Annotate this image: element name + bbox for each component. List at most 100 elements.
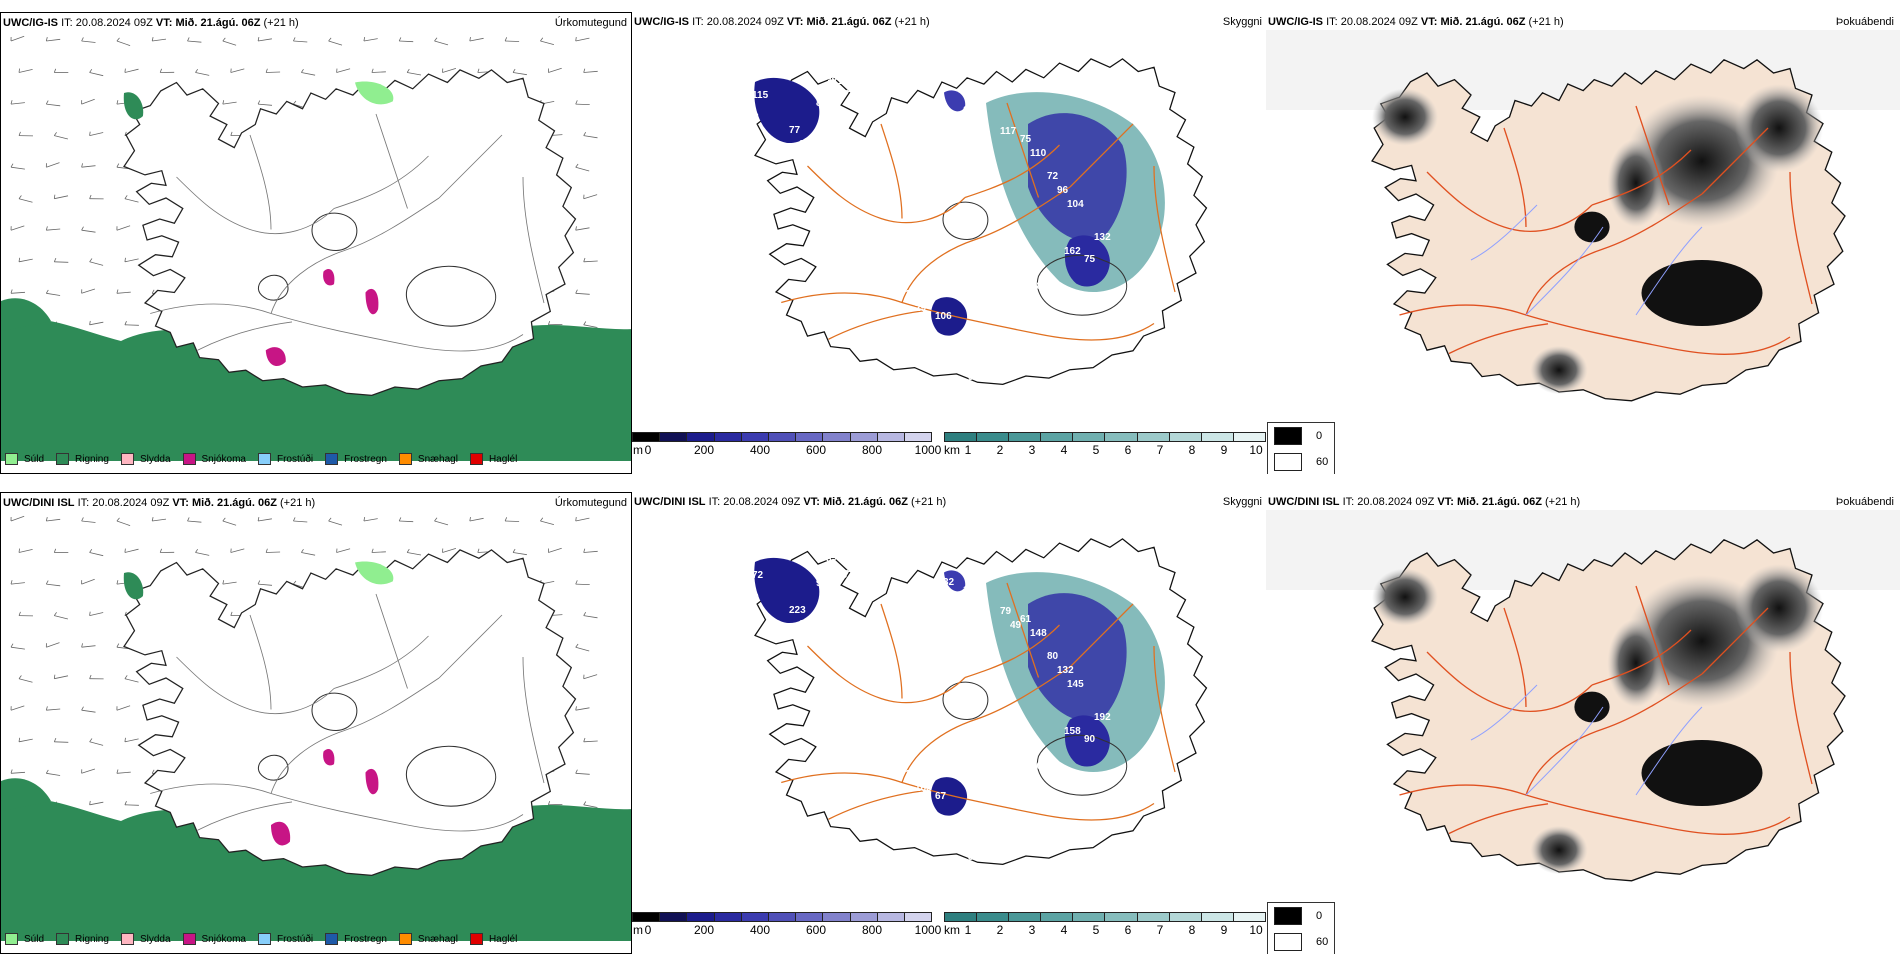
legend-swatch [258, 453, 271, 465]
legend-label: 0 [1316, 430, 1322, 442]
colorbar-cell [1234, 433, 1265, 441]
ceiling-value: 73 [732, 98, 744, 109]
colorbar-tick: 200 [694, 443, 714, 457]
legend-item: Snjókoma [183, 933, 246, 945]
vt-value: Mið. 21.ágú. 06Z [823, 496, 908, 508]
legend-swatch [1274, 907, 1302, 925]
ceiling-value: 47 [953, 127, 965, 138]
colorbar-cell [1234, 913, 1265, 921]
legend-label: Frostúði [277, 454, 313, 465]
ceiling-value: 117 [1000, 126, 1017, 137]
legend-label: 60 [1316, 456, 1328, 468]
fog-map [1266, 510, 1900, 940]
legend-label: Slydda [140, 454, 171, 465]
precip-type-panel: UWC/DINI ISL IT: 20.08.2024 09Z VT: Mið.… [0, 492, 632, 954]
fog-map [1266, 30, 1900, 460]
legend-item: Frostúði [258, 933, 313, 945]
fog-legend: 0 60 [1267, 422, 1335, 474]
colorbar-cell [769, 913, 796, 921]
legend-swatch [56, 933, 69, 945]
ceiling-value: 162 [1064, 246, 1081, 257]
colorbar-cell [1073, 913, 1105, 921]
colorbar-cell [905, 433, 931, 441]
ceiling-value: 97 [826, 556, 838, 567]
legend-item: Slydda [121, 453, 171, 465]
ceiling-value: 49 [1010, 620, 1022, 631]
colorbar-cell [660, 433, 687, 441]
ceiling-value: 80 [1047, 651, 1059, 662]
legend-item: 60 [1268, 929, 1334, 954]
ceiling-value: 75 [1020, 134, 1032, 145]
legend-label: Rigning [75, 454, 109, 465]
colorbar-cell [945, 913, 977, 921]
ceiling-value: 72 [1047, 171, 1059, 182]
legend-item: 60 [1268, 449, 1334, 474]
colorbar-tick: 3 [1029, 923, 1036, 937]
precip-map [1, 31, 632, 461]
legend-label: Haglél [489, 454, 517, 465]
colorbar-tick: 800 [862, 443, 882, 457]
ceiling-value: 69 [722, 564, 734, 575]
legend-item: Snæhagl [399, 933, 458, 945]
legend-item: Frostregn [325, 933, 387, 945]
colorbar-cell [1138, 433, 1170, 441]
colorbar-cell [769, 433, 796, 441]
it-value: 20.08.2024 09Z [1357, 496, 1434, 508]
ceiling-value: 48 [973, 119, 985, 130]
vt-value: Mið. 21.ágú. 06Z [806, 16, 891, 28]
colorbar-cell [633, 433, 660, 441]
colorbar-cell [823, 433, 850, 441]
panel-header: UWC/DINI ISL IT: 20.08.2024 09Z VT: Mið.… [1268, 496, 1580, 509]
colorbar-cell [796, 433, 823, 441]
ceiling-value: 163 [915, 783, 932, 794]
lead-time: (+21 h) [280, 497, 315, 509]
colorbar-cell [878, 913, 905, 921]
legend-label: 60 [1316, 936, 1328, 948]
legend-item: Súld [5, 453, 44, 465]
colorbar-cell [742, 433, 769, 441]
fog-area [1530, 346, 1587, 394]
legend-label: Slydda [140, 934, 171, 945]
panel-header: UWC/DINI ISL IT: 20.08.2024 09Z VT: Mið.… [634, 496, 946, 509]
model-label: UWC/IG-IS [1268, 16, 1323, 28]
colorbar-tick: 10 [1249, 923, 1262, 937]
model-label: UWC/DINI ISL [3, 497, 75, 509]
ceiling-value: 138 [963, 585, 980, 596]
ceiling-value: 96 [1057, 185, 1069, 196]
vt-label: VT: [156, 17, 173, 29]
colorbar-cell [1170, 433, 1202, 441]
colorbar-cell [1202, 913, 1234, 921]
legend-swatch [470, 453, 483, 465]
colorbar-cell [687, 913, 714, 921]
it-value: 20.08.2024 09Z [92, 497, 169, 509]
ceiling-value: 71 [973, 599, 985, 610]
legend-swatch [399, 453, 412, 465]
ceiling-value: 35 [846, 84, 858, 95]
colorbar-tick: 4 [1061, 923, 1068, 937]
lead-time: (+21 h) [1528, 16, 1563, 28]
legend-item: 0 [1268, 423, 1334, 449]
ceiling-value: 132 [1057, 665, 1074, 676]
legend-label: Haglél [489, 934, 517, 945]
ceiling-value: 60 [953, 607, 965, 618]
legend-item: 0 [1268, 903, 1334, 929]
fog-area [1642, 260, 1763, 326]
legend-swatch [1274, 933, 1302, 951]
fog-area [1735, 84, 1823, 172]
colorbar-unit: km [944, 923, 960, 937]
fog-area [1735, 564, 1823, 652]
legend-item: Slydda [121, 933, 171, 945]
drizzle-area [124, 92, 143, 119]
vt-label: VT: [1421, 16, 1438, 28]
ceiling-value: 61 [1020, 614, 1032, 625]
visibility-ceiling-panel: UWC/IG-IS IT: 20.08.2024 09Z VT: Mið. 21… [632, 12, 1266, 474]
colorbar-cell [1138, 913, 1170, 921]
colorbar-tick: 400 [750, 923, 770, 937]
legend-swatch [258, 933, 271, 945]
it-value: 20.08.2024 09Z [723, 496, 800, 508]
colorbar-unit: m [633, 443, 643, 457]
panel-header: UWC/IG-IS IT: 20.08.2024 09Z VT: Mið. 21… [1268, 16, 1564, 29]
ceiling-value: 115 [752, 90, 769, 101]
